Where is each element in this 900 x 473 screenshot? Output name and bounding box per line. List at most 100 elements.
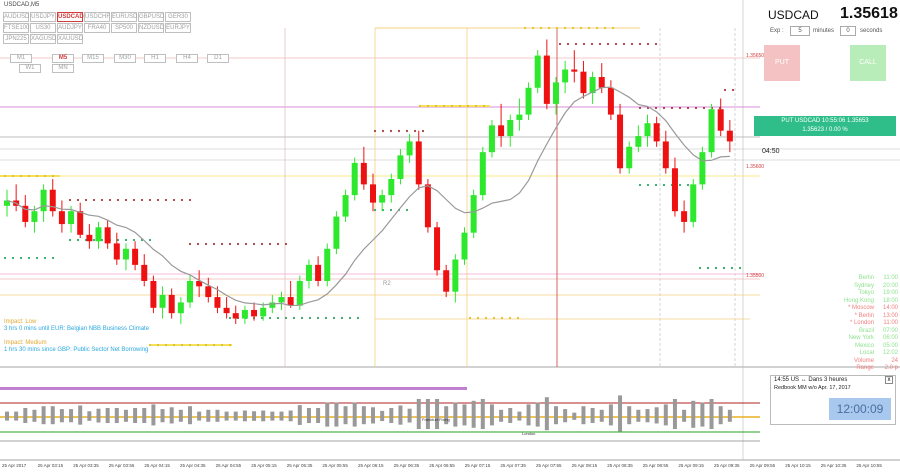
- candle: [232, 305, 239, 324]
- symbol-button-usdjpy[interactable]: USDJPY: [30, 12, 56, 22]
- session-row: Range 2.0 p: [820, 365, 898, 373]
- candle: [488, 119, 495, 158]
- symbol-button-ger30[interactable]: GER30: [165, 12, 191, 22]
- time-axis-label: 25 Apr 2017: [2, 463, 27, 468]
- session-time: 20:00: [882, 282, 898, 289]
- oscillator-bar: [105, 408, 110, 423]
- symbol-button-sp500[interactable]: SP500: [111, 23, 137, 33]
- symbol-button-usdchf[interactable]: USDCHF: [84, 12, 110, 22]
- session-row: New York 06:00: [820, 335, 898, 343]
- oscillator-bar: [87, 411, 92, 421]
- session-row: Sydney 20:00: [820, 283, 898, 291]
- symbol-button-eurjpy[interactable]: EURJPY: [165, 23, 191, 33]
- impact-low-text: 3 hrs 0 mins until EUR: Belgian NBB Busi…: [4, 326, 150, 332]
- oscillator-bar: [599, 409, 604, 422]
- oscillator-bar: [215, 409, 220, 422]
- symbol-button-nzdusd[interactable]: NZDUSD: [138, 23, 164, 33]
- session-name: Volume: [853, 357, 874, 364]
- symbol-button-eurusd[interactable]: EURUSD: [111, 12, 138, 22]
- oscillator-bar: [306, 408, 311, 423]
- candle: [717, 98, 724, 137]
- call-button[interactable]: CALL: [850, 45, 886, 81]
- candle: [626, 141, 633, 174]
- timeframe-button-w1[interactable]: W1: [19, 64, 41, 73]
- candle: [214, 286, 221, 314]
- candle: [479, 146, 486, 201]
- oscillator-bar: [471, 400, 476, 428]
- symbol-button-audjpy[interactable]: AUDJPY: [57, 23, 83, 33]
- oscillator-bar: [288, 410, 293, 422]
- session-name: * Berlin: [854, 312, 874, 319]
- timeframe-button-h1[interactable]: H1: [144, 54, 166, 63]
- oscillator-bar: [325, 402, 330, 427]
- symbol-button-xagusd[interactable]: XAGUSD: [30, 34, 57, 44]
- oscillator-bar: [636, 409, 641, 422]
- oscillator-bar: [133, 408, 138, 423]
- oscillator-bar: [480, 399, 485, 429]
- candle: [342, 189, 349, 222]
- session-row: Mexico 05:00: [820, 343, 898, 351]
- time-axis-label: 25 Apr 10:15: [785, 463, 811, 468]
- symbol-button-gbpusd[interactable]: GBPUSD: [138, 12, 165, 22]
- time-axis-label: 25 Apr 06:15: [358, 463, 384, 468]
- session-name: Tokyo: [858, 290, 874, 296]
- timeframe-button-m5[interactable]: M5: [52, 54, 74, 63]
- symbol-button-audusd[interactable]: AUDUSD: [3, 12, 30, 22]
- candle: [397, 148, 404, 185]
- r2-label: R2: [383, 281, 391, 287]
- candle: [498, 103, 505, 147]
- symbol-button-xauusd[interactable]: XAUUSD: [57, 34, 84, 44]
- timeframe-button-m1[interactable]: M1: [10, 54, 32, 63]
- oscillator-bar: [526, 404, 531, 426]
- close-icon[interactable]: x: [885, 376, 893, 384]
- candle: [589, 71, 596, 104]
- timeframe-button-mn[interactable]: MN: [52, 64, 74, 73]
- minutes-field[interactable]: 5: [790, 26, 810, 36]
- oscillator-bar: [727, 409, 732, 422]
- oscillator-bar: [334, 402, 339, 427]
- seconds-field[interactable]: 0: [840, 26, 856, 36]
- time-axis-label: 25 Apr 10:35: [820, 463, 847, 468]
- minutes-label: minutes: [813, 28, 835, 34]
- session-time: 06:00: [882, 335, 898, 341]
- timeframe-button-d1[interactable]: D1: [207, 54, 229, 63]
- oscillator-bar: [718, 406, 723, 425]
- candle: [68, 205, 75, 233]
- symbol-button-usdcad[interactable]: USDCAD: [57, 12, 84, 22]
- timeframe-button-m15[interactable]: M15: [82, 54, 104, 63]
- oscillator-bar: [188, 406, 192, 425]
- oscillator-bar: [590, 408, 595, 423]
- candle: [388, 173, 395, 203]
- candle: [287, 280, 294, 308]
- session-time: 12:02: [882, 350, 898, 356]
- time-axis-label: 25 Apr 04:35: [180, 463, 206, 468]
- session-row: Berlin 11:00: [820, 275, 898, 283]
- symbol-button-us30[interactable]: US30: [30, 23, 56, 33]
- candle: [690, 179, 697, 228]
- oscillator-bar: [32, 409, 37, 422]
- oscillator-bar: [416, 399, 421, 429]
- time-axis-label: 25 Apr 08:15: [571, 463, 598, 468]
- candle: [305, 259, 312, 289]
- time-axis-label: 25 Apr 03:55: [108, 463, 135, 468]
- oscillator-bar: [371, 407, 375, 424]
- candle: [122, 243, 129, 271]
- open-position-box[interactable]: PUT USDCAD 10:55:06 1.35653 1.35623 / 0.…: [754, 116, 896, 136]
- put-button[interactable]: PUT: [764, 45, 800, 81]
- oscillator-bar: [160, 409, 165, 423]
- candle: [443, 264, 450, 298]
- news-time: 14:55: [774, 377, 790, 383]
- oscillator-bar: [407, 408, 412, 423]
- session-row: Hong Kong 18:00: [820, 298, 898, 306]
- oscillator-bar: [444, 406, 449, 425]
- timeframe-button-m30[interactable]: M30: [114, 54, 136, 63]
- candle: [58, 200, 65, 233]
- session-name: Hong Kong: [843, 297, 874, 304]
- oscillator-bar: [380, 410, 385, 422]
- symbol-button-ftse100[interactable]: FTSE100: [3, 23, 30, 33]
- timeframe-button-h4[interactable]: H4: [176, 54, 198, 63]
- symbol-button-fra40[interactable]: FRA40: [84, 23, 110, 33]
- candle: [370, 173, 376, 212]
- symbol-button-jpn225[interactable]: JPN225: [3, 34, 29, 44]
